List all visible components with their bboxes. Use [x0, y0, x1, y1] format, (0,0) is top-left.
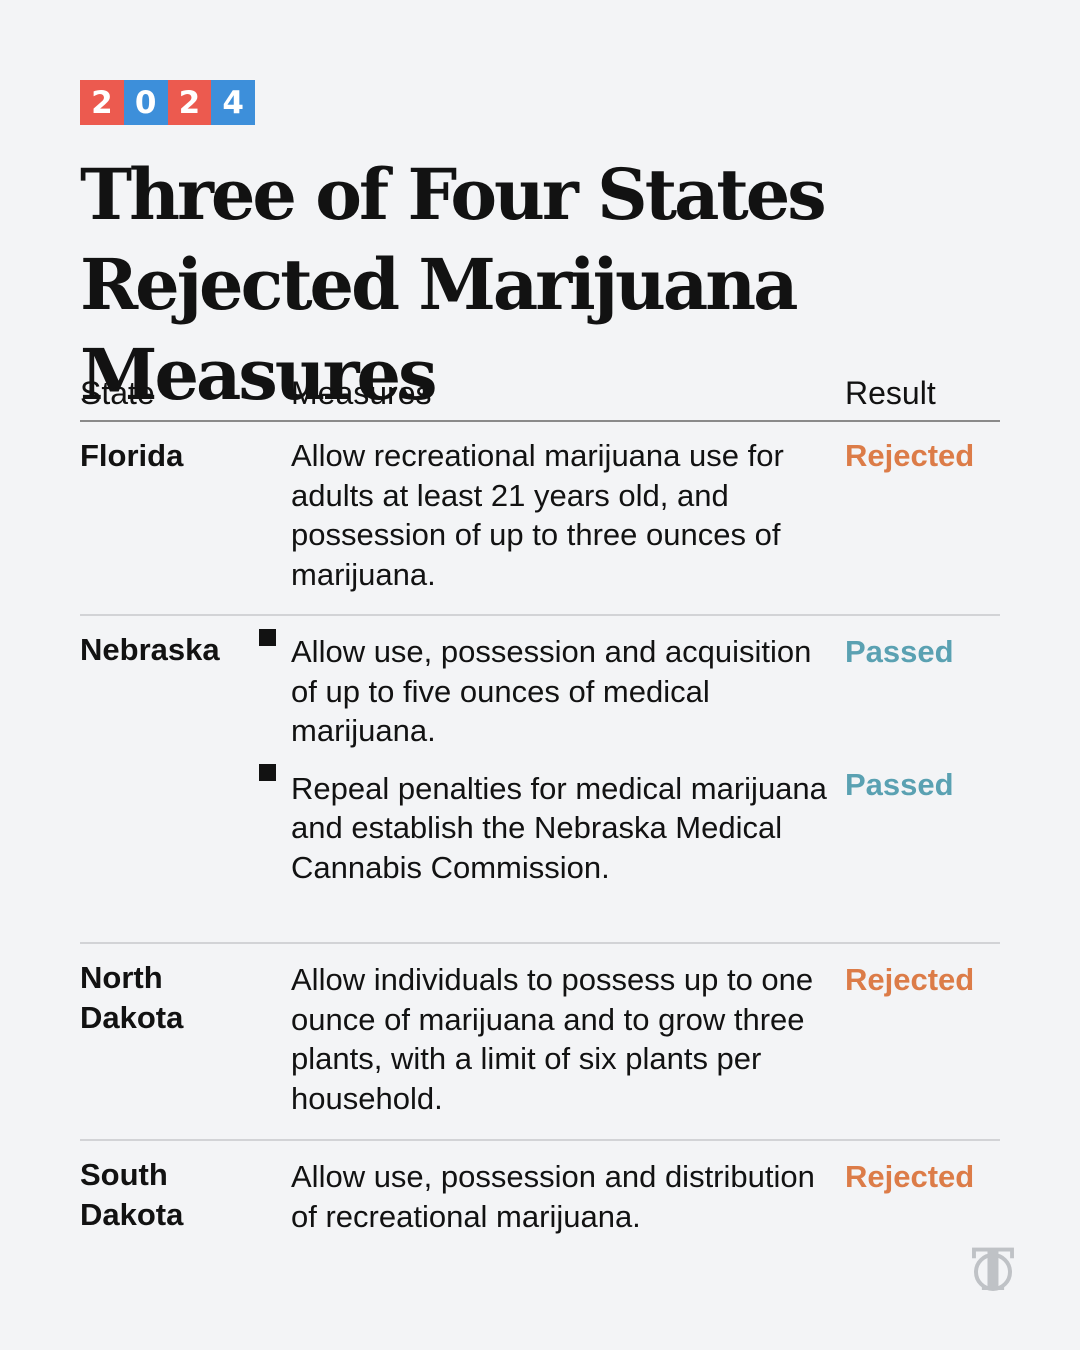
- measure-text: Allow use, possession and distribution o…: [291, 1159, 815, 1234]
- state-name: North Dakota: [80, 960, 184, 1035]
- result-label: Passed: [845, 634, 954, 669]
- measure-text: Repeal penalties for medical marijuana a…: [291, 770, 827, 885]
- measures-table: State Measures Result Florida Allow recr…: [80, 372, 1000, 1291]
- state-name: Nebraska: [80, 632, 220, 667]
- result-label: Rejected: [845, 1159, 975, 1194]
- result-label: Passed: [845, 767, 954, 802]
- table-row-nebraska: Nebraska Allow use, possession and acqui…: [80, 616, 1000, 944]
- result-label: Rejected: [845, 962, 975, 997]
- nyt-logo-icon: T: [971, 1238, 1014, 1298]
- year-digit: 2: [167, 80, 212, 125]
- table-row-south-dakota: South Dakota Allow use, possession and d…: [80, 1141, 1000, 1291]
- state-name: South Dakota: [80, 1157, 184, 1232]
- column-header-result: Result: [845, 375, 936, 411]
- state-name: Florida: [80, 438, 184, 473]
- year-badge: 2 0 2 4: [80, 80, 255, 125]
- measure-item: Allow individuals to possess up to one o…: [291, 944, 836, 1118]
- measure-text: Allow individuals to possess up to one o…: [291, 962, 814, 1116]
- measure-item: Allow use, possession and distribution o…: [291, 1141, 836, 1236]
- column-header-measures: Measures: [291, 375, 432, 411]
- measure-item: Repeal penalties for medical marijuana a…: [259, 751, 836, 888]
- year-digit: 4: [211, 80, 255, 125]
- measure-text: Allow use, possession and acquisition of…: [291, 634, 812, 748]
- page-title: Three of Four States Rejected Marijuana …: [80, 153, 827, 416]
- result-label: Rejected: [845, 438, 975, 473]
- measure-item: Allow recreational marijuana use for adu…: [291, 422, 836, 594]
- column-header-state: State: [80, 375, 155, 411]
- square-bullet-icon: [259, 763, 276, 781]
- year-digit: 0: [123, 80, 168, 125]
- square-bullet-icon: [259, 629, 276, 646]
- year-digit: 2: [80, 80, 124, 125]
- table-row-florida: Florida Allow recreational marijuana use…: [80, 422, 1000, 616]
- measure-text: Allow recreational marijuana use for adu…: [291, 438, 784, 592]
- measure-item: Allow use, possession and acquisition of…: [259, 616, 836, 751]
- table-header: State Measures Result: [80, 372, 1000, 422]
- table-row-north-dakota: North Dakota Allow individuals to posses…: [80, 944, 1000, 1141]
